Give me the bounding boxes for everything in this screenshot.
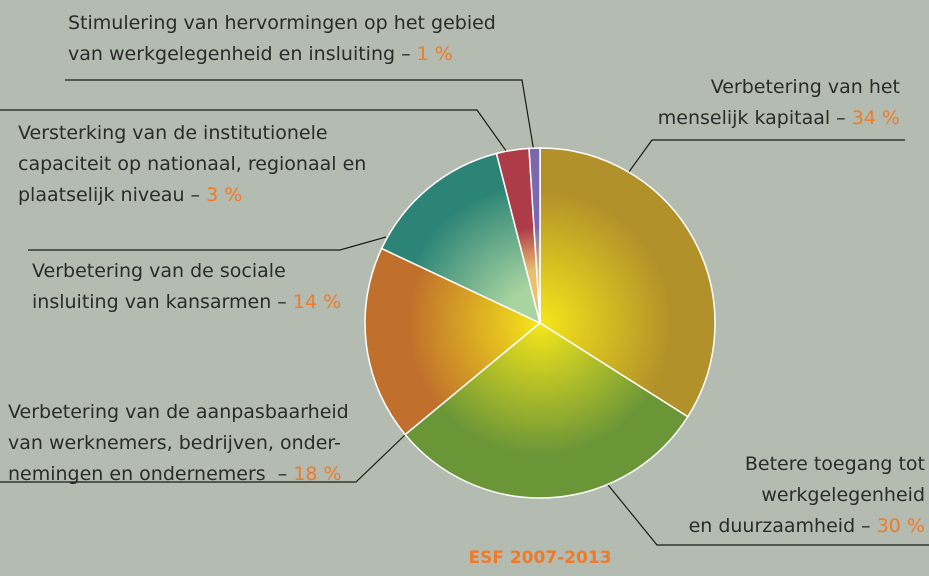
label-text: en duurzaamheid – bbox=[689, 515, 877, 537]
leader-line bbox=[0, 434, 406, 483]
label-line: Verbetering van de aanpasbaarheid bbox=[8, 401, 349, 423]
label-line: werkgelegenheid bbox=[761, 484, 925, 506]
slice-label: Verbetering van het menselijk kapitaal – … bbox=[658, 76, 900, 129]
label-line: van werknemers, bedrijven, onder- bbox=[8, 432, 341, 454]
label-line: en duurzaamheid – 30 % bbox=[689, 515, 925, 537]
pie-slice bbox=[539, 147, 716, 418]
slice-label: Versterking van de institutionele capacit… bbox=[18, 122, 366, 206]
label-text: insluiting van kansarmen – bbox=[32, 291, 293, 313]
label-line: capaciteit op nationaal, regionaal en bbox=[18, 153, 366, 175]
label-text: werkgelegenheid bbox=[761, 484, 925, 506]
label-text: capaciteit op nationaal, regionaal en bbox=[18, 153, 366, 175]
slice-label: Betere toegang tot werkgelegenheid en duur… bbox=[689, 453, 925, 537]
value-label: 14 % bbox=[293, 291, 341, 313]
pie-slice bbox=[380, 152, 542, 325]
label-line: insluiting van kansarmen – 14 % bbox=[32, 291, 341, 313]
leader-line bbox=[65, 79, 535, 153]
label-line: menselijk kapitaal – 34 % bbox=[658, 107, 900, 129]
label-text: nemingen en ondernemers – bbox=[8, 463, 293, 485]
slice-label: Stimulering van hervormingen op het gebi… bbox=[68, 12, 496, 65]
label-line: nemingen en ondernemers – 18 % bbox=[8, 463, 342, 485]
pie bbox=[364, 147, 716, 499]
label-text: van werkgelegenheid en insluiting – bbox=[68, 43, 417, 65]
pie-slice bbox=[528, 147, 541, 324]
value-label: 1 % bbox=[417, 43, 453, 65]
label-text: van werknemers, bedrijven, onder- bbox=[8, 432, 341, 454]
pie-slice bbox=[404, 322, 689, 499]
label-text: menselijk kapitaal – bbox=[658, 107, 852, 129]
label-line: plaatselijk niveau – 3 % bbox=[18, 184, 242, 206]
label-line: Verbetering van het bbox=[711, 76, 900, 98]
slice-label: Verbetering van de aanpasbaarheid van wer… bbox=[8, 401, 349, 485]
pie-slice bbox=[364, 247, 542, 436]
label-text: Verbetering van de sociale bbox=[32, 260, 286, 282]
label-line: Stimulering van hervormingen op het gebi… bbox=[68, 12, 496, 34]
value-label: 18 % bbox=[293, 463, 341, 485]
leader-line bbox=[28, 236, 387, 251]
label-text: Betere toegang tot bbox=[745, 453, 925, 475]
label-line: Betere toegang tot bbox=[745, 453, 925, 475]
value-label: 34 % bbox=[852, 107, 900, 129]
label-line: Verbetering van de sociale bbox=[32, 260, 286, 282]
value-label: 30 % bbox=[877, 515, 925, 537]
label-line: van werkgelegenheid en insluiting – 1 % bbox=[68, 43, 453, 65]
chart-title: ESF 2007-2013 bbox=[468, 548, 611, 568]
slice-label: Verbetering van de sociale insluiting van… bbox=[32, 260, 341, 313]
leader-line bbox=[599, 474, 929, 546]
label-text: Versterking van de institutionele bbox=[18, 122, 328, 144]
label-text: Verbetering van het bbox=[711, 76, 900, 98]
value-label: 3 % bbox=[206, 184, 242, 206]
leader-line bbox=[0, 109, 515, 163]
label-text: plaatselijk niveau – bbox=[18, 184, 206, 206]
label-text: Stimulering van hervormingen op het gebi… bbox=[68, 12, 496, 34]
label-line: Versterking van de institutionele bbox=[18, 122, 328, 144]
label-text: Verbetering van de aanpasbaarheid bbox=[8, 401, 349, 423]
